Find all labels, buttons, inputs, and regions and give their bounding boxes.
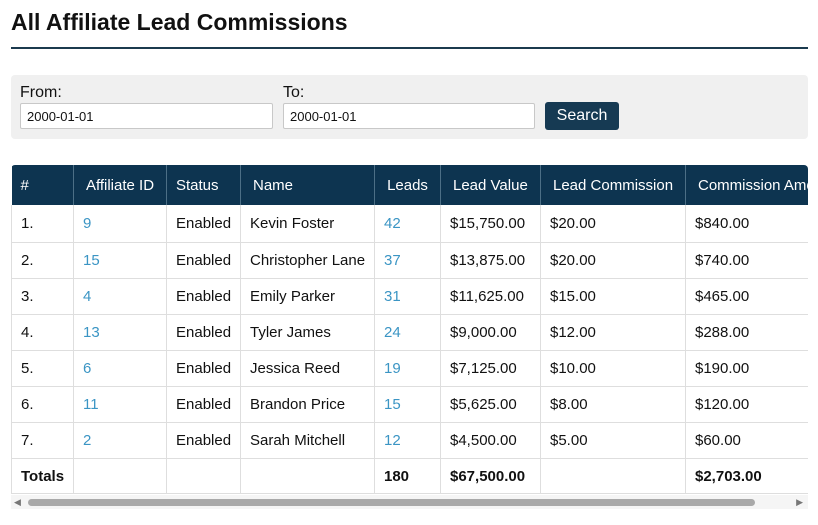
commission-amount-cell: $740.00 [685,242,808,279]
lead-value-cell: $9,000.00 [440,314,541,351]
affiliate-id-link[interactable]: 6 [73,350,167,387]
empty-cell [240,458,375,494]
status-cell: Enabled [166,422,241,459]
lead-commission-cell: $15.00 [540,278,686,315]
date-filter-panel: From: To: Search [11,75,808,139]
row-number: 4. [11,314,74,351]
scrollbar-thumb[interactable] [28,499,755,506]
name-cell: Christopher Lane [240,242,375,279]
name-cell: Tyler James [240,314,375,351]
name-cell: Jessica Reed [240,350,375,387]
lead-value-cell: $5,625.00 [440,386,541,423]
row-number: 6. [11,386,74,423]
table-row: 5. 6 Enabled Jessica Reed 19 $7,125.00 $… [11,350,808,387]
lead-commission-cell: $20.00 [540,242,686,279]
lead-value-cell: $15,750.00 [440,205,541,243]
column-header-status[interactable]: Status [166,165,241,205]
commission-amount-cell: $60.00 [685,422,808,459]
affiliate-id-link[interactable]: 2 [73,422,167,459]
affiliate-id-link[interactable]: 4 [73,278,167,315]
totals-row: Totals 180 $67,500.00 $2,703.00 [11,458,808,494]
row-number: 2. [11,242,74,279]
name-cell: Emily Parker [240,278,375,315]
column-header-lead-commission[interactable]: Lead Commission [540,165,686,205]
empty-cell [166,458,241,494]
search-button[interactable]: Search [545,102,619,130]
table-row: 3. 4 Enabled Emily Parker 31 $11,625.00 … [11,278,808,315]
status-cell: Enabled [166,278,241,315]
lead-commission-cell: $5.00 [540,422,686,459]
lead-commission-cell: $20.00 [540,205,686,243]
lead-commission-cell: $12.00 [540,314,686,351]
leads-link[interactable]: 31 [374,278,441,315]
affiliate-id-link[interactable]: 15 [73,242,167,279]
status-cell: Enabled [166,205,241,243]
column-header-affiliate-id[interactable]: Affiliate ID [73,165,167,205]
total-lead-value: $67,500.00 [440,458,541,494]
scroll-right-icon[interactable]: ▶ [796,497,803,507]
commission-amount-cell: $840.00 [685,205,808,243]
page-title: All Affiliate Lead Commissions [11,9,348,35]
to-label: To: [283,84,305,101]
commissions-table-container: # Affiliate ID Status Name Leads Lead Va… [11,165,808,495]
name-cell: Brandon Price [240,386,375,423]
table-row: 7. 2 Enabled Sarah Mitchell 12 $4,500.00… [11,422,808,459]
row-number: 1. [11,205,74,243]
lead-value-cell: $4,500.00 [440,422,541,459]
status-cell: Enabled [166,242,241,279]
column-header-lead-value[interactable]: Lead Value [440,165,541,205]
horizontal-scrollbar[interactable]: ◀ ▶ [11,495,808,509]
commission-amount-cell: $190.00 [685,350,808,387]
affiliate-id-link[interactable]: 9 [73,205,167,243]
lead-commission-cell: $8.00 [540,386,686,423]
from-label: From: [20,84,62,101]
table-row: 6. 11 Enabled Brandon Price 15 $5,625.00… [11,386,808,423]
status-cell: Enabled [166,386,241,423]
commission-amount-cell: $465.00 [685,278,808,315]
lead-value-cell: $13,875.00 [440,242,541,279]
status-cell: Enabled [166,314,241,351]
from-date-input[interactable] [20,103,273,129]
table-row: 1. 9 Enabled Kevin Foster 42 $15,750.00 … [11,205,808,243]
row-number: 3. [11,278,74,315]
column-header-number[interactable]: # [11,165,74,205]
table-header-row: # Affiliate ID Status Name Leads Lead Va… [11,165,808,205]
empty-cell [540,458,686,494]
lead-value-cell: $11,625.00 [440,278,541,315]
title-divider [11,47,808,49]
leads-link[interactable]: 24 [374,314,441,351]
to-date-input[interactable] [283,103,535,129]
lead-value-cell: $7,125.00 [440,350,541,387]
scroll-left-icon[interactable]: ◀ [14,497,21,507]
row-number: 7. [11,422,74,459]
total-commission-amount: $2,703.00 [685,458,808,494]
lead-commission-cell: $10.00 [540,350,686,387]
column-header-leads[interactable]: Leads [374,165,441,205]
commissions-table: # Affiliate ID Status Name Leads Lead Va… [11,165,808,494]
leads-link[interactable]: 37 [374,242,441,279]
leads-link[interactable]: 42 [374,205,441,243]
table-row: 4. 13 Enabled Tyler James 24 $9,000.00 $… [11,314,808,351]
commission-amount-cell: $288.00 [685,314,808,351]
name-cell: Kevin Foster [240,205,375,243]
column-header-name[interactable]: Name [240,165,375,205]
total-leads: 180 [374,458,441,494]
leads-link[interactable]: 12 [374,422,441,459]
row-number: 5. [11,350,74,387]
name-cell: Sarah Mitchell [240,422,375,459]
leads-link[interactable]: 19 [374,350,441,387]
column-header-commission-amount[interactable]: Commission Amount [685,165,808,205]
totals-label: Totals [11,458,74,494]
status-cell: Enabled [166,350,241,387]
commission-amount-cell: $120.00 [685,386,808,423]
leads-link[interactable]: 15 [374,386,441,423]
affiliate-id-link[interactable]: 13 [73,314,167,351]
affiliate-id-link[interactable]: 11 [73,386,167,423]
empty-cell [73,458,167,494]
table-row: 2. 15 Enabled Christopher Lane 37 $13,87… [11,242,808,279]
